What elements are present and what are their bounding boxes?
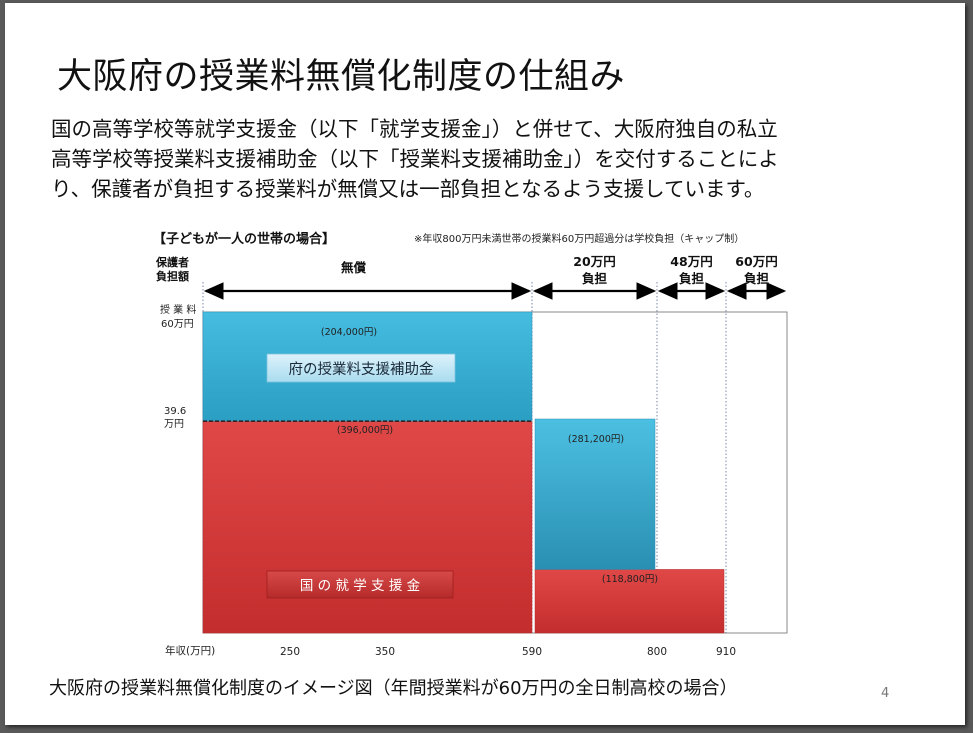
page-number: 4 — [881, 686, 890, 701]
burden-label-0: 無償 — [341, 260, 367, 275]
national-value-label-1: (118,800円) — [602, 574, 658, 585]
chart-note: ※年収800万円未満世帯の授業料60万円超過分は学校負担（キャップ制） — [414, 232, 744, 245]
burden-label-2-1: 負担 — [679, 271, 705, 286]
prefecture-legend-box — [266, 353, 456, 383]
page-title: 大阪府の授業料無償化制度の仕組み — [57, 57, 626, 97]
burden-label-2-0: 48万円 — [670, 254, 712, 269]
x-tick-350: 350 — [375, 646, 395, 658]
burden-label-3-0: 60万円 — [735, 254, 777, 269]
description-line-2: 高等学校等授業料支援補助金（以下「授業料支援補助金」）を交付することによ — [51, 147, 779, 171]
national-bar-0 — [202, 420, 533, 634]
figure-caption: 大阪府の授業料無償化制度のイメージ図（年間授業料が60万円の全日制高校の場合） — [49, 678, 738, 699]
burden-label-1-0: 20万円 — [573, 254, 615, 269]
burden-label-3-1: 負担 — [744, 271, 770, 286]
y-label-mid-1: 39.6 — [164, 406, 186, 417]
y-axis-title-bottom: 負担額 — [156, 269, 189, 283]
x-tick-800: 800 — [647, 646, 667, 658]
national-bar-1 — [534, 569, 725, 634]
burden-label-1-1: 負担 — [582, 271, 608, 286]
y-axis-title-top: 保護者 — [155, 255, 189, 269]
x-tick-910: 910 — [716, 646, 736, 658]
x-tick-590: 590 — [522, 646, 542, 658]
prefecture-bar-1 — [534, 418, 656, 570]
prefecture-value-label-0: (204,000円) — [321, 327, 377, 338]
description: 国の高等学校等就学支援金（以下「就学支援金」）と併せて、大阪府独自の私立 高等学… — [51, 114, 951, 204]
y-label-mid-2: 万円 — [164, 419, 184, 430]
x-axis-title: 年収(万円) — [165, 644, 215, 657]
chart-subtitle: 【子どもが一人の世帯の場合】 — [153, 231, 335, 247]
description-line-3: り、保護者が負担する授業料が無償又は一部負担となるよう支援しています。 — [51, 177, 765, 201]
y-label-tuition-1: 授 業 料 — [160, 303, 196, 316]
y-label-tuition-2: 60万円 — [161, 319, 194, 330]
description-line-1: 国の高等学校等就学支援金（以下「就学支援金」）と併せて、大阪府独自の私立 — [51, 117, 778, 141]
national-legend-label: 国 の 就 学 支 援 金 — [300, 578, 421, 594]
prefecture-legend-label: 府の授業料支援補助金 — [289, 361, 434, 378]
prefecture-value-label-1: (281,200円) — [568, 434, 624, 445]
national-legend-box — [266, 570, 454, 599]
x-ticks: 250 350 590 800 910 — [280, 646, 736, 658]
national-value-label-0: (396,000円) — [337, 425, 393, 436]
x-tick-250: 250 — [280, 646, 300, 658]
